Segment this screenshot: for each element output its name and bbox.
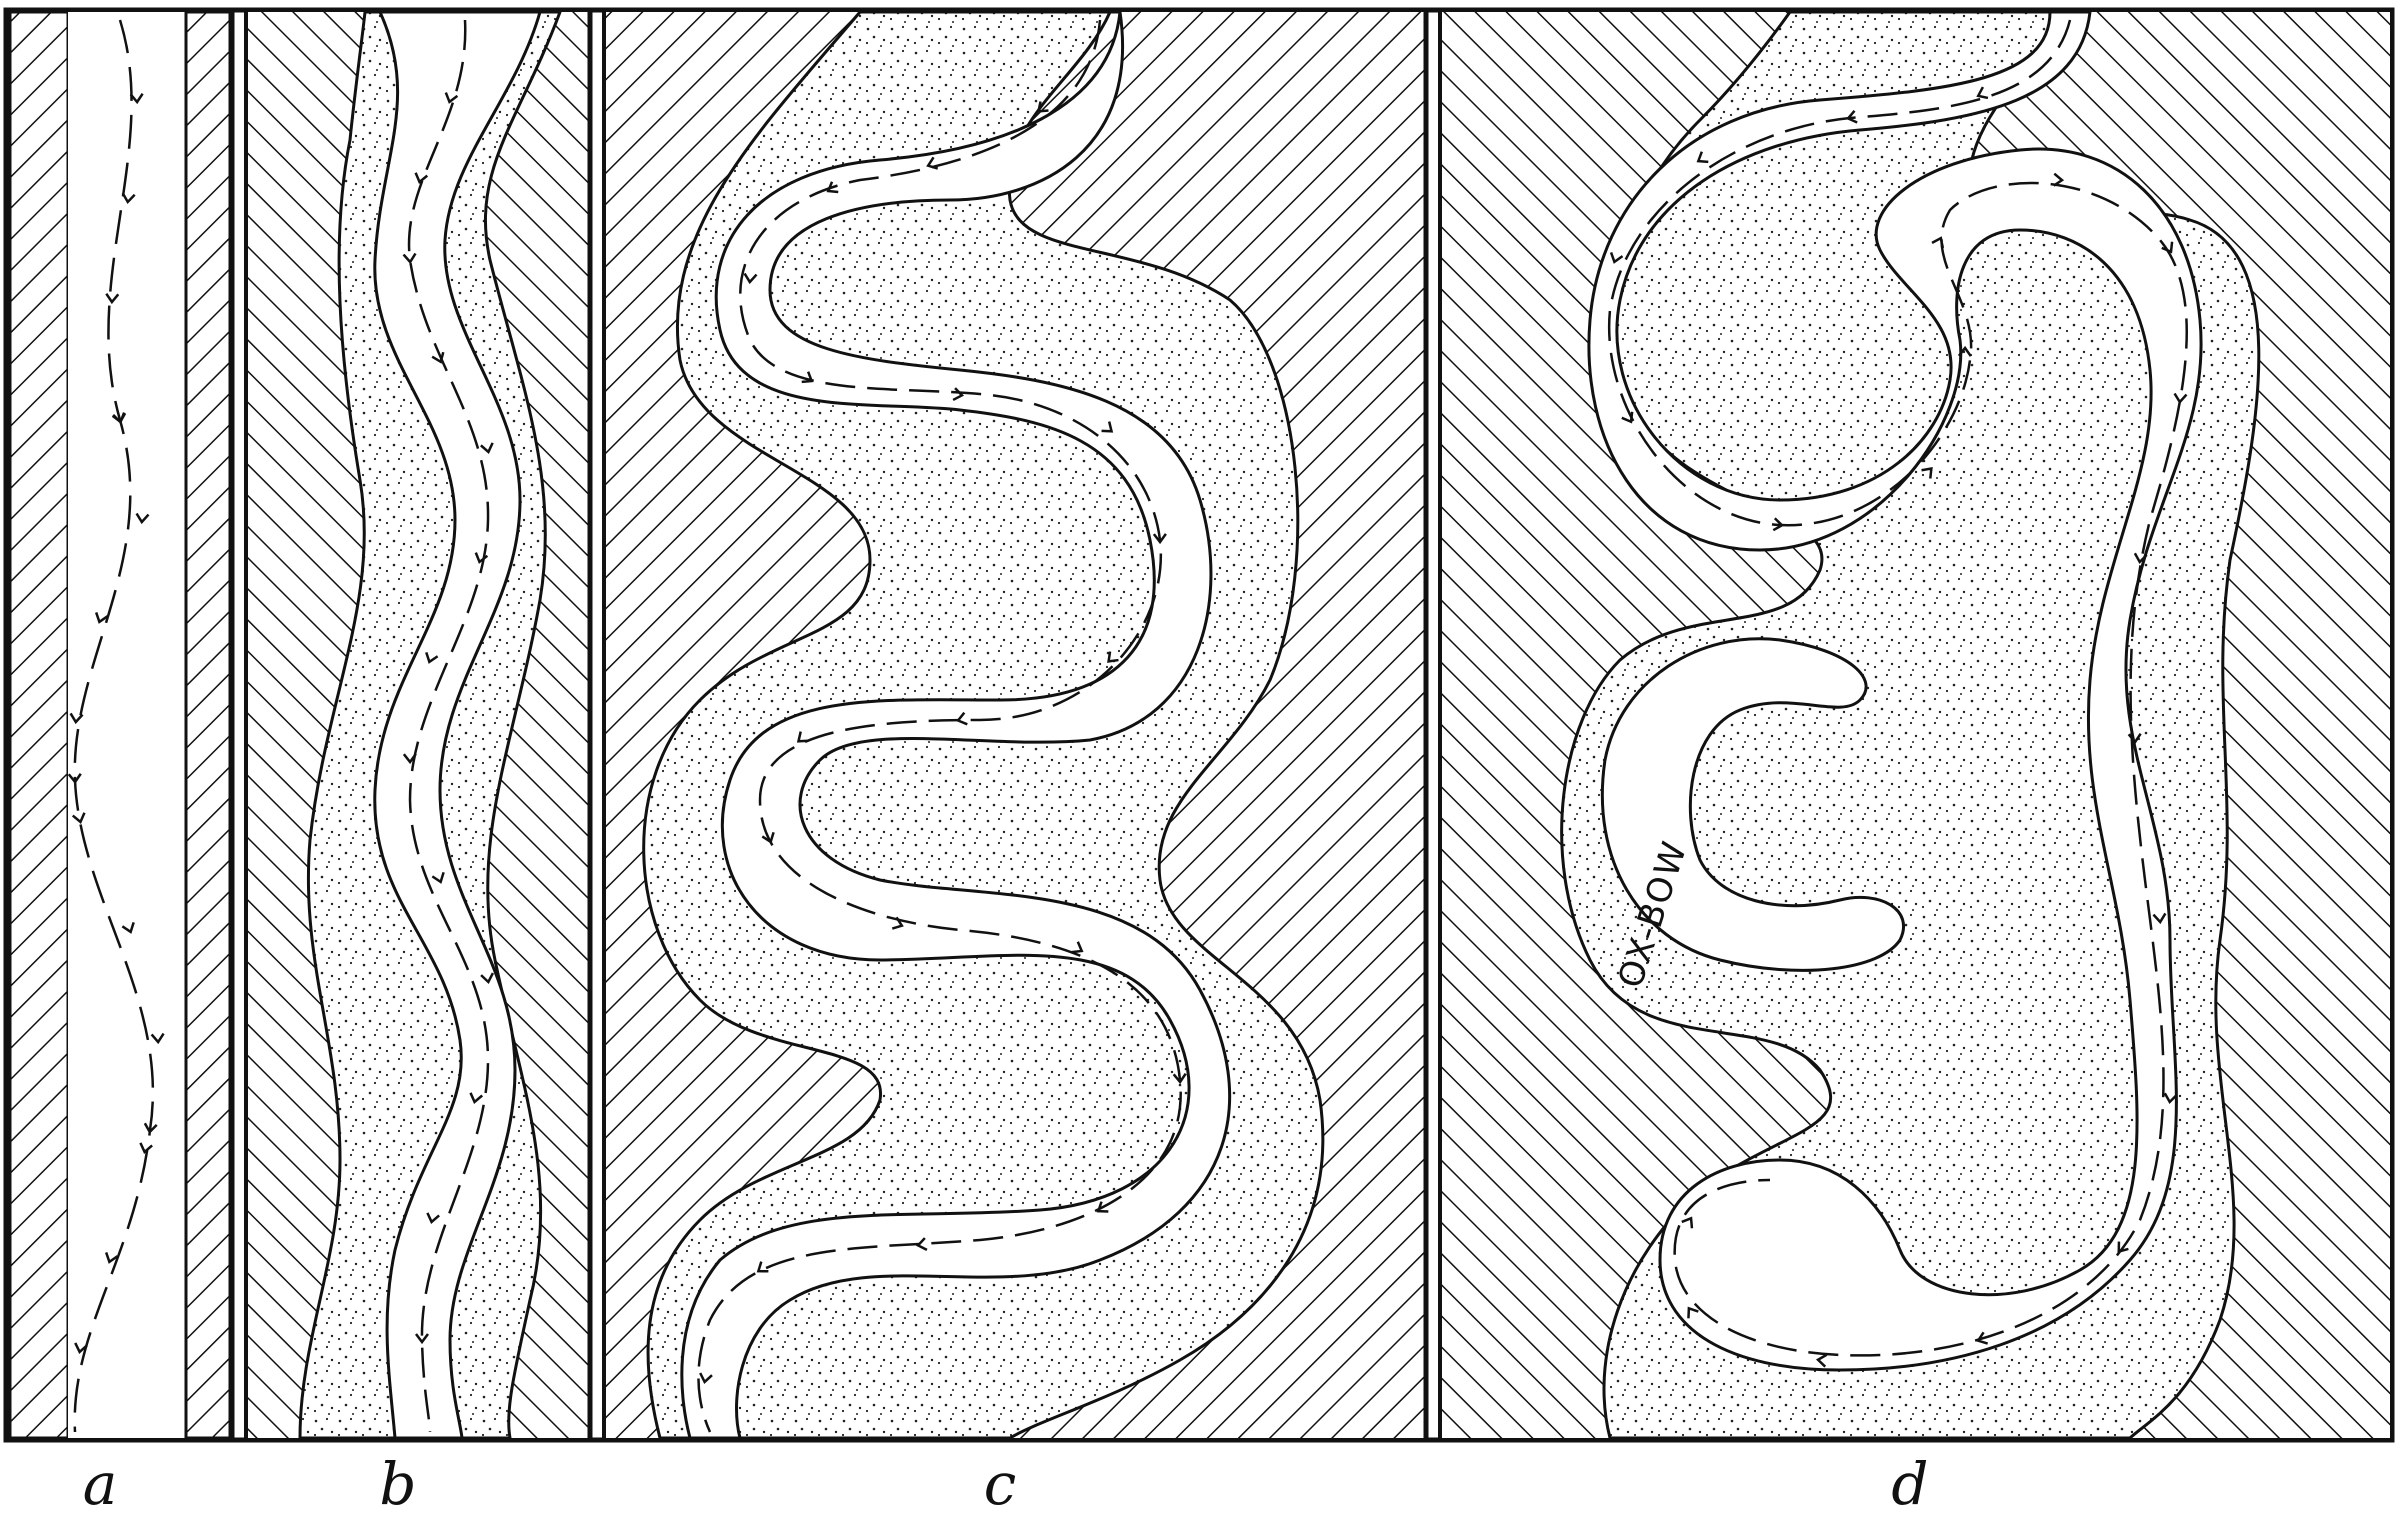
panel-label-b: b xyxy=(379,1450,417,1518)
panel-d: OX-BOW xyxy=(1442,10,2390,1440)
panel-label-d: d xyxy=(1891,1450,1929,1518)
panel-a-left-bank xyxy=(8,10,70,1440)
panel-label-a: a xyxy=(82,1450,118,1518)
panel-a-right-bank xyxy=(184,10,232,1440)
panel-c xyxy=(606,10,1442,1440)
panel-label-c: c xyxy=(983,1450,1017,1518)
panel-a xyxy=(8,10,248,1440)
panel-b xyxy=(248,10,606,1440)
panel-a-channel xyxy=(68,12,186,1438)
